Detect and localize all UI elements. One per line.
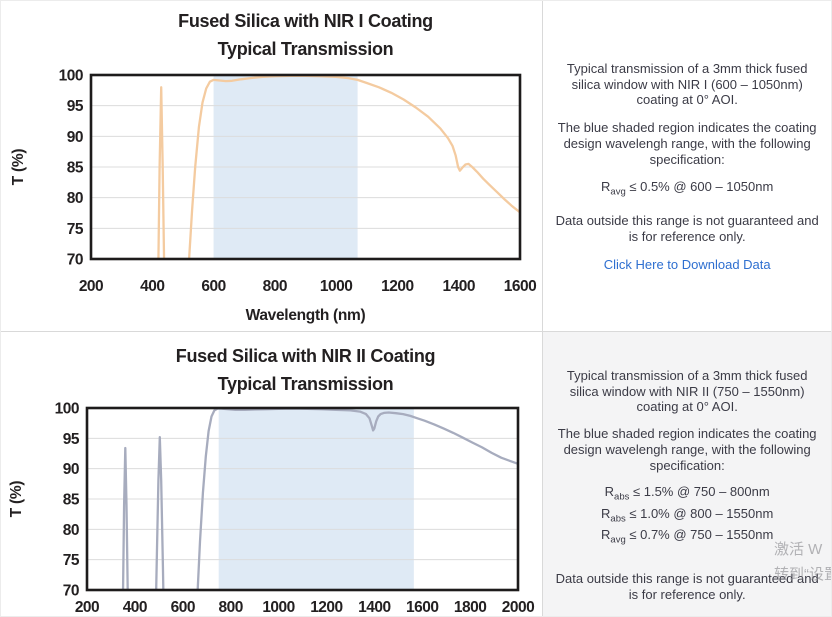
x-tick-label: 1800: [454, 599, 486, 616]
nir1-chart-cell: Fused Silica with NIR I Coating Typical …: [1, 1, 544, 331]
y-tick-label: 90: [67, 129, 83, 146]
chart-title-line2: Typical Transmission: [217, 39, 394, 59]
coating-spec: Ravg ≤ 0.7% @ 750 – 1550nm: [601, 527, 774, 546]
x-tick-label: 800: [263, 278, 287, 295]
nir2-panel-cell: Typical transmission of a 3mm thick fuse…: [543, 332, 831, 616]
nir2-section: Fused Silica with NIR II Coating Typical…: [1, 332, 831, 617]
y-tick-label: 75: [67, 221, 84, 238]
y-tick-label: 85: [63, 492, 80, 509]
x-tick-label: 1600: [406, 599, 438, 616]
y-tick-label: 90: [63, 461, 79, 478]
disclaimer-text: Data outside this range is not guarantee…: [555, 571, 819, 602]
nir1-info-panel: Typical transmission of a 3mm thick fuse…: [543, 1, 831, 331]
transmission-curve: [121, 408, 518, 590]
x-tick-label: 200: [75, 599, 99, 616]
plot-border: [85, 406, 520, 592]
y-axis-label: T (%): [8, 481, 25, 518]
x-tick-label: 1000: [262, 599, 294, 616]
y-tick-label: 100: [55, 401, 79, 418]
x-tick-label: 1000: [320, 278, 352, 295]
nir1-transmission-plot: 70 75 80 85 90 95 100 200 400 600 800 1000 1200 1400 1…: [10, 68, 537, 325]
disclaimer-text: Data outside this range is not guarantee…: [555, 212, 819, 244]
coating-spec: Ravg ≤ 0.5% @ 600 – 1050nm: [601, 179, 774, 198]
nir1-panel-cell: Typical transmission of a 3mm thick fuse…: [543, 1, 831, 331]
x-tick-label: 800: [218, 599, 242, 616]
x-tick-label: 200: [79, 278, 103, 295]
download-data-link[interactable]: Click Here to Download Data: [604, 614, 771, 616]
y-tick-label: 85: [67, 160, 84, 177]
nir1-chart-title: Fused Silica with NIR I Coating Typical …: [91, 7, 520, 63]
y-tick-label: 100: [59, 68, 83, 85]
y-tick-label: 80: [67, 190, 83, 207]
description-text: Typical transmission of a 3mm thick fuse…: [566, 61, 808, 108]
spec-lines: Rabs ≤ 1.5% @ 750 – 800nm Rabs ≤ 1.0% @ 8…: [552, 484, 822, 549]
nir1-section: Fused Silica with NIR I Coating Typical …: [1, 1, 831, 332]
y-tick-label: 75: [63, 552, 80, 569]
nir2-transmission-plot: 70 75 80 85 90 95 100 200 400 600 800 1000 1200 1400 1…: [8, 401, 535, 617]
x-tick-label: 1200: [381, 278, 413, 295]
x-tick-label: 400: [140, 278, 164, 295]
x-tick-label: 2000: [502, 599, 534, 616]
description-text: Typical transmission of a 3mm thick fuse…: [566, 368, 808, 415]
y-tick-label: 95: [67, 98, 84, 115]
chart-title-line1: Fused Silica with NIR II Coating: [175, 346, 436, 366]
chart-title-line1: Fused Silica with NIR I Coating: [178, 11, 433, 31]
plot-border: [89, 73, 522, 261]
nir2-info-panel: Typical transmission of a 3mm thick fuse…: [543, 332, 831, 616]
y-tick-label: 95: [63, 431, 80, 448]
x-tick-label: 1400: [358, 599, 390, 616]
x-tick-label: 1200: [310, 599, 342, 616]
y-axis-label: T (%): [10, 149, 27, 186]
x-tick-label: 1400: [442, 278, 474, 295]
chart-title-line2: Typical Transmission: [217, 374, 394, 394]
download-data-link[interactable]: Click Here to Download Data: [603, 257, 771, 273]
x-tick-label: 600: [171, 599, 195, 616]
x-tick-label: 600: [201, 278, 225, 295]
x-tick-label: 1600: [504, 278, 536, 295]
nir2-chart-title: Fused Silica with NIR II Coating Typical…: [91, 342, 520, 398]
shaded-region-note: The blue shaded region indicates the coa…: [557, 426, 817, 473]
y-tick-label: 80: [63, 522, 79, 539]
x-axis-label: Wavelength (nm): [246, 307, 366, 324]
y-tick-label: 70: [63, 583, 79, 600]
coating-spec: Rabs ≤ 1.0% @ 800 – 1550nm: [601, 505, 774, 525]
nir2-chart-cell: Fused Silica with NIR II Coating Typical…: [1, 332, 544, 617]
y-tick-label: 70: [67, 252, 83, 269]
spec-lines: Ravg ≤ 0.5% @ 600 – 1050nm: [552, 179, 822, 201]
coating-spec: Rabs ≤ 1.5% @ 750 – 800nm: [604, 484, 770, 503]
x-tick-label: 400: [123, 599, 147, 616]
shaded-region-note: The blue shaded region indicates the coa…: [557, 120, 817, 167]
